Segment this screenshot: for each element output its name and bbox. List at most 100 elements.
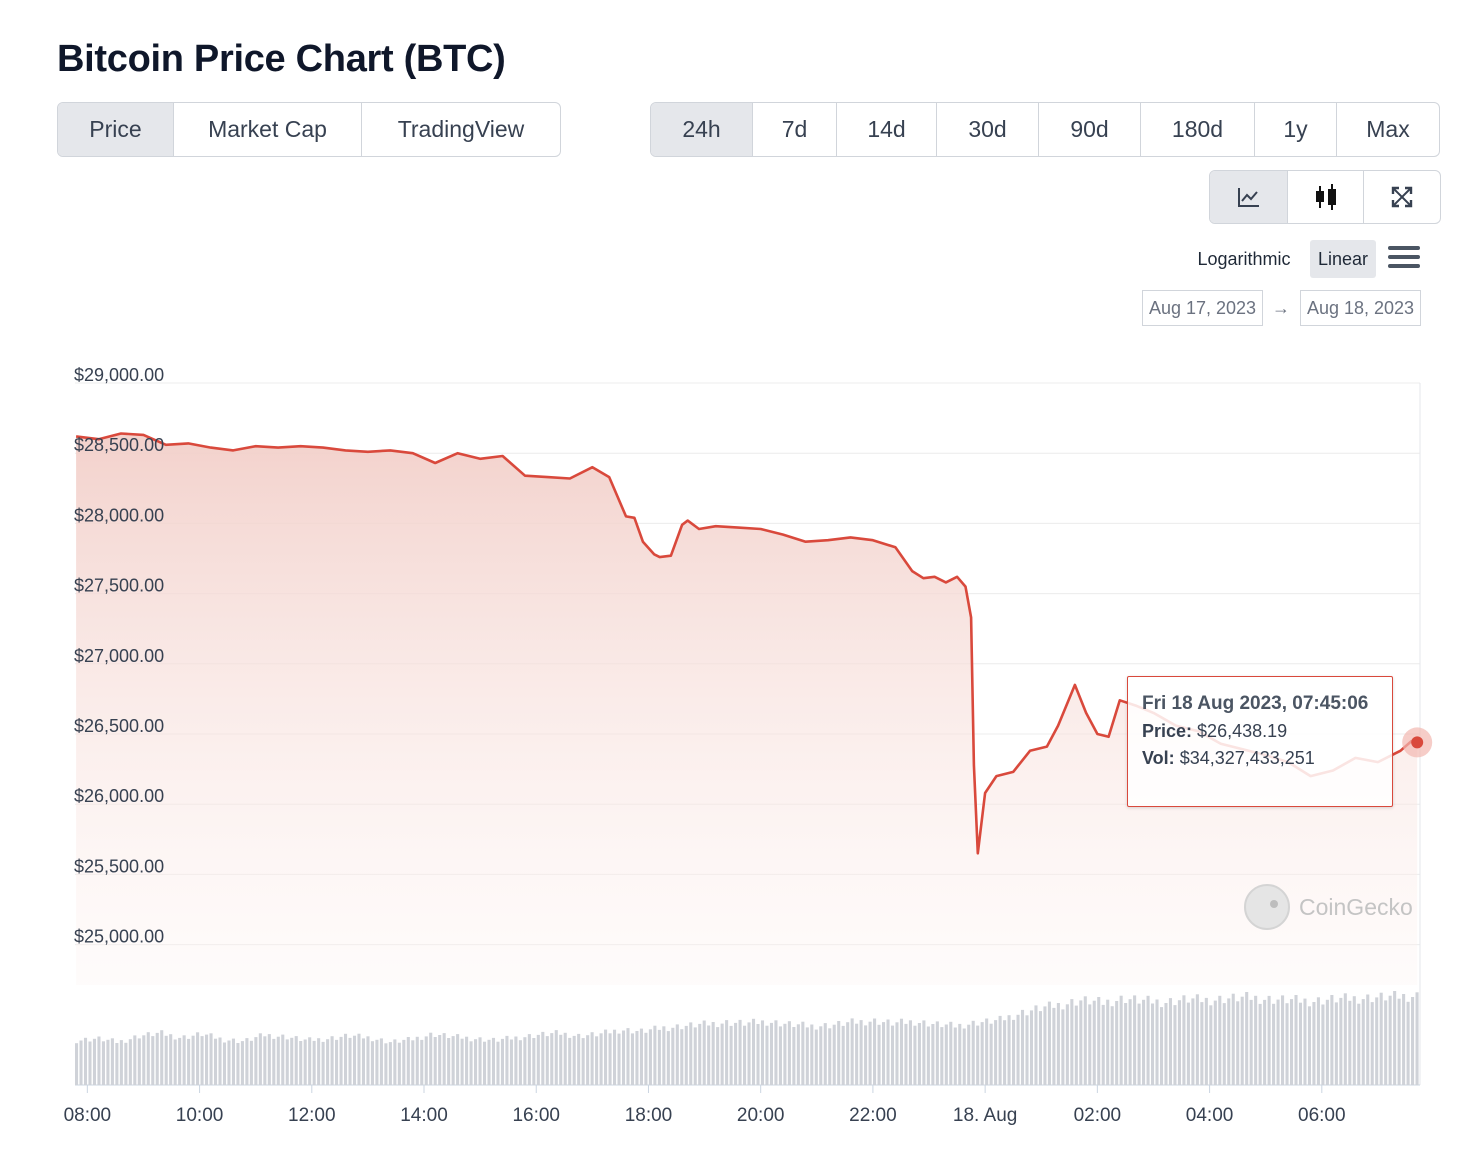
date-from-input[interactable]: Aug 17, 2023 [1142,290,1263,326]
date-to-input[interactable]: Aug 18, 2023 [1300,290,1421,326]
volume-bar [299,1041,303,1085]
arrow-right-icon: → [1272,298,1290,318]
tab-price[interactable]: Price [58,103,174,156]
volume-bar [496,1041,500,1085]
volume-bar [478,1037,482,1085]
volume-bar [953,1027,957,1085]
volume-bar [1115,1001,1119,1085]
volume-bar [366,1036,370,1085]
scale-linear-button[interactable]: Linear [1310,240,1376,278]
volume-bar [729,1025,733,1085]
volume-bar [227,1040,231,1085]
volume-bar [698,1023,702,1085]
volume-bar [411,1040,415,1085]
volume-bar [662,1026,666,1085]
y-tick-label: $25,500.00 [74,856,164,876]
volume-bar [976,1025,980,1085]
volume-bar [868,1021,872,1085]
volume-bar [720,1023,724,1085]
volume-bar [1007,1015,1011,1085]
volume-bar [810,1024,814,1085]
volume-bar [819,1026,823,1085]
volume-bar [1056,1003,1060,1085]
volume-bar [1061,1009,1065,1085]
range-max[interactable]: Max [1366,116,1410,142]
volume-bar [801,1021,805,1085]
volume-bar [1164,1003,1168,1085]
volume-bar [814,1029,818,1085]
line-chart-button[interactable] [1210,171,1288,223]
volume-bar [518,1040,522,1085]
y-tick-label: $25,000.00 [74,927,164,947]
chart-menu-button[interactable] [1388,246,1420,272]
volume-bar [1402,994,1406,1085]
volume-bar [604,1029,608,1085]
volume-bar [482,1041,487,1085]
volume-bar [447,1038,451,1085]
volume-bar [940,1027,944,1085]
range-1y[interactable]: 1y [1255,103,1337,156]
range-90d[interactable]: 90d [1039,103,1141,156]
volume-bar [931,1024,935,1085]
x-tick-label: 04:00 [1186,1105,1234,1126]
volume-bar [1281,995,1285,1085]
range-14d[interactable]: 14d [837,103,937,156]
volume-bar [500,1038,504,1085]
volume-bar [877,1024,881,1085]
volume-bar [1101,1004,1105,1085]
volume-bar [1029,1010,1034,1085]
volume-bar [205,1034,209,1085]
volume-bar [1348,1000,1352,1085]
volume-bar [846,1022,850,1085]
candlestick-button[interactable] [1288,171,1364,223]
volume-bar [1393,991,1397,1085]
volume-bar [1097,997,1101,1085]
volume-bar [886,1019,890,1085]
volume-bar [1065,1004,1069,1085]
volume-bar [1012,1019,1016,1085]
y-tick-label: $29,000.00 [74,365,164,385]
range-180d[interactable]: 180d [1141,103,1255,156]
range-7d[interactable]: 7d [753,103,837,156]
volume-bar [1043,1006,1047,1085]
volume-bar [272,1038,276,1085]
volume-bar [787,1021,791,1085]
volume-bar [774,1020,778,1085]
volume-bar [1384,1000,1388,1085]
volume-bar [1025,1015,1029,1085]
expand-button[interactable] [1364,171,1440,223]
volume-bar [917,1023,921,1085]
range-30d[interactable]: 30d [937,103,1039,156]
x-tick-label: 16:00 [512,1105,560,1126]
volume-bar [491,1037,496,1085]
hover-point [1411,736,1424,749]
volume-bar [577,1033,581,1085]
range-24h[interactable]: 24h [651,103,753,156]
x-tick-label: 18:00 [625,1105,673,1126]
volume-bar [621,1030,626,1085]
volume-bar [92,1038,97,1085]
x-tick-label: 02:00 [1074,1105,1122,1126]
tab-market-cap[interactable]: Market Cap [174,103,362,156]
volume-bar [209,1033,213,1085]
volume-bar [599,1033,603,1085]
volume-bar [321,1041,325,1085]
volume-bar [985,1018,989,1085]
volume-bar [1294,995,1298,1085]
volume-bar [79,1040,83,1085]
volume-bar [1092,1000,1096,1085]
volume-bar [1222,1003,1226,1085]
volume-bar [666,1031,670,1085]
volume-bar [1088,1004,1092,1085]
volume-bar [415,1036,419,1085]
volume-bar [926,1026,930,1085]
tab-tradingview[interactable]: TradingView [397,116,525,142]
scale-logarithmic-button[interactable]: Logarithmic [1197,248,1291,269]
volume-bar [164,1035,168,1085]
volume-bar [1316,997,1320,1085]
volume-bar [648,1029,652,1085]
volume-bar [1204,997,1208,1085]
volume-bar [1047,1001,1051,1085]
volume-bar [1182,995,1186,1085]
